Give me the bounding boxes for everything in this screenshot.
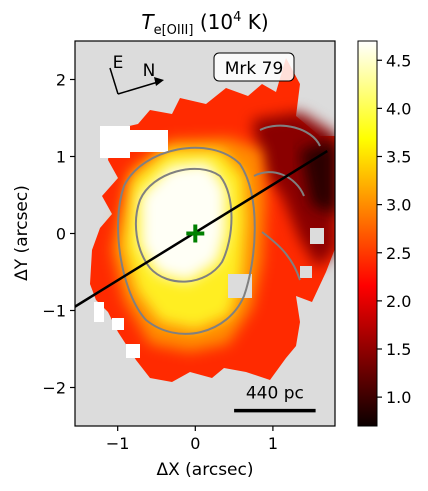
colorbar (357, 40, 378, 427)
edge-pixels (94, 302, 104, 322)
east-label: E (113, 53, 124, 73)
x-tick-label: 0 (190, 434, 200, 453)
colorbar-tick-label: 4.5 (386, 51, 411, 70)
scale-bar-label: 440 pc (246, 384, 304, 404)
edge-pixels (126, 344, 140, 358)
scale-bar: 440 pc (234, 384, 316, 413)
y-axis-label: ΔY (arcsec) (12, 185, 32, 281)
contour-level (117, 146, 256, 335)
object-label-box: Mrk 79 (213, 52, 295, 82)
masked-gap (318, 320, 330, 332)
y-tick-label: 2 (56, 71, 66, 90)
colorbar-tick-label: 1.5 (386, 340, 411, 359)
title-superscript: 4 (233, 10, 241, 25)
center-marker (186, 224, 205, 243)
colorbar-tick-label: 1.0 (386, 388, 411, 407)
title-end: K) (241, 10, 268, 34)
contour-lines (117, 124, 321, 335)
north-arrow (117, 81, 159, 95)
edge-pixels (128, 130, 168, 152)
y-tick-label: −2 (42, 379, 66, 398)
y-tick-label: 1 (56, 148, 66, 167)
x-axis: −1 0 1 (106, 426, 278, 453)
title-rest: (10 (193, 10, 233, 34)
east-arrow (109, 67, 119, 95)
y-axis: −2 −1 0 1 2 (42, 71, 75, 398)
object-label: Mrk 79 (225, 59, 284, 79)
colorbar-tick-label: 2.0 (386, 292, 411, 311)
contour-level (253, 124, 321, 281)
y-tick-label: 0 (56, 225, 66, 244)
x-axis-label: ΔX (arcsec) (157, 460, 254, 480)
colorbar-tick-label: 2.5 (386, 244, 411, 263)
colorbar-tick-label: 3.0 (386, 196, 411, 215)
colorbar-axis: 1.0 1.5 2.0 2.5 3.0 3.5 4.0 4.5 (377, 51, 411, 407)
slit-line (75, 150, 328, 308)
chart-title: Te[OIII] (104 K) (141, 10, 268, 38)
title-subscript: e[OIII] (154, 23, 194, 38)
compass: E N (109, 53, 164, 95)
masked-gap (300, 266, 312, 278)
title-main: T (141, 10, 155, 34)
colorbar-tick-label: 3.5 (386, 148, 411, 167)
y-tick-label: −1 (42, 302, 66, 321)
colorbar-tick-label: 4.0 (386, 99, 411, 118)
x-tick-label: 1 (268, 434, 278, 453)
masked-gap (310, 228, 324, 244)
coolest-region (300, 140, 335, 214)
edge-pixels (100, 126, 130, 158)
x-tick-label: −1 (106, 434, 130, 453)
north-label: N (143, 61, 156, 81)
north-arrowhead (154, 77, 164, 86)
contour-level (134, 167, 233, 283)
edge-pixels (112, 318, 124, 330)
